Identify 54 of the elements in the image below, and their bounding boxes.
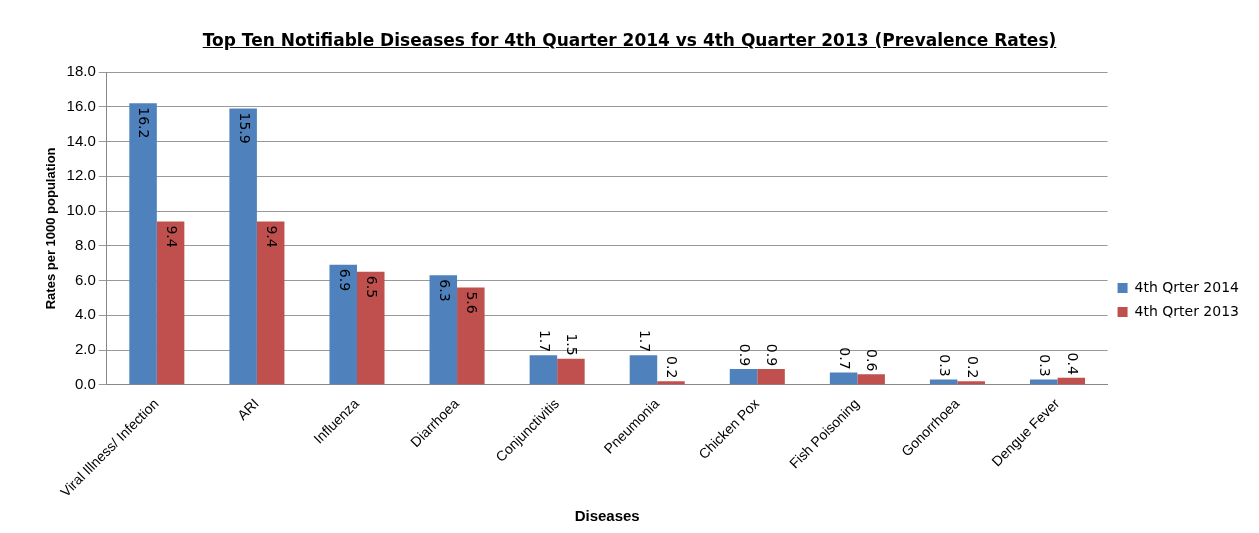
chart-title: Top Ten Notifiable Diseases for 4th Quarter 2014 vs 4th Quarter 2013 (Prevalence Rates): [201, 30, 1058, 50]
y-tick-label: 8.0: [74, 235, 96, 253]
bar: [529, 355, 558, 385]
y-tick-label: 2.0: [74, 340, 96, 358]
data-label: 0.7: [836, 347, 853, 370]
legend-label: 4th Qrter 2014: [1134, 278, 1240, 295]
data-label: 0.9: [764, 343, 781, 367]
bar: [256, 221, 285, 385]
y-tick-label: 14.0: [66, 131, 96, 149]
bar: [957, 381, 985, 385]
data-label: 0.9: [736, 343, 753, 367]
bar: [129, 103, 157, 385]
bar: [857, 374, 885, 385]
data-label: 6.3: [436, 279, 453, 302]
x-tick-label: ARI: [233, 395, 262, 424]
data-label: 0.6: [864, 349, 881, 372]
data-label: 0.3: [1037, 354, 1054, 377]
data-label: 1.7: [536, 329, 553, 353]
bar: [657, 381, 685, 385]
data-label: 0.2: [964, 356, 981, 379]
data-label: 16.2: [136, 107, 153, 139]
y-axis-title: Rates per 1000 population: [43, 147, 59, 310]
data-label: 5.6: [464, 291, 481, 314]
y-tick-label: 0.0: [74, 374, 96, 392]
bar: [757, 369, 785, 385]
bar: [329, 264, 357, 385]
y-tick-label: 4.0: [74, 305, 96, 323]
bar: [156, 221, 185, 385]
bar: [457, 287, 485, 385]
y-tick-label: 6.0: [74, 270, 96, 288]
data-label: 0.4: [1064, 352, 1081, 375]
bar: [629, 355, 658, 385]
data-label: 1.7: [636, 329, 653, 353]
y-tick-label: 16.0: [66, 96, 96, 114]
bar: [1057, 377, 1086, 385]
y-tick-label: 18.0: [66, 62, 96, 80]
bar: [829, 372, 858, 385]
data-label: 0.2: [664, 356, 681, 379]
data-label: 9.4: [264, 225, 281, 248]
bar: [229, 108, 257, 385]
bar: [557, 358, 585, 385]
data-label: 0.3: [937, 354, 954, 377]
data-label: 1.5: [564, 333, 581, 356]
data-label: 6.5: [364, 275, 381, 299]
data-label: 6.9: [336, 268, 353, 292]
bar: [429, 275, 458, 385]
x-axis-title: Diseases: [574, 507, 640, 525]
legend-label: 4th Qrter 2013: [1134, 302, 1239, 319]
y-tick-label: 12.0: [66, 166, 96, 184]
bar: [729, 369, 758, 385]
bar: [356, 271, 385, 385]
y-tick-label: 10.0: [66, 201, 96, 219]
data-label: 9.4: [163, 225, 180, 248]
data-label: 15.9: [236, 112, 253, 144]
